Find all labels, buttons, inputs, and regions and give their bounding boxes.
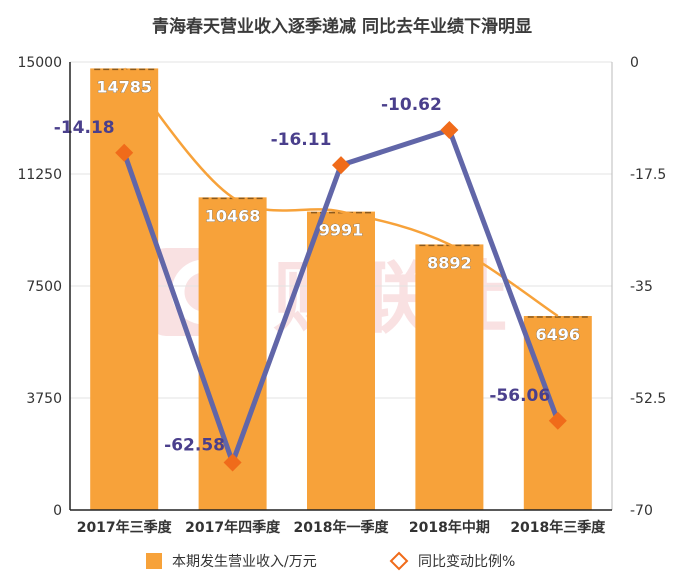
left-tick-label: 0 [53, 503, 62, 519]
ratio-points [115, 120, 567, 472]
ratio-point [548, 411, 567, 430]
category-label: 2018年中期 [409, 519, 490, 536]
category-labels: 2017年三季度 2017年四季度 2018年一季度 2018年中期 2018年三季度 [77, 519, 607, 536]
bar-label: 8892 [427, 253, 472, 272]
ratio-point [332, 156, 350, 175]
bar-label: 9991 [319, 221, 364, 240]
bar-label: 10468 [205, 206, 261, 225]
chart-title: 青海春天营业收入逐季递减 同比去年业绩下滑明显 [152, 16, 532, 37]
ratio-label: -14.18 [54, 118, 115, 138]
category-label: 2017年三季度 [77, 519, 173, 536]
right-axis-ticks: -70 -52.5 -35 -17.5 0 [630, 55, 666, 519]
ratio-label: -56.06 [489, 386, 550, 406]
left-axis-ticks: 0 3750 7500 11250 15000 [17, 55, 62, 519]
right-tick-label: -17.5 [630, 167, 666, 183]
category-label: 2018年三季度 [510, 519, 606, 536]
ratio-point [223, 453, 242, 472]
point-labels: -14.18 -62.58 -16.11 -10.62 -56.06 [54, 95, 550, 456]
left-tick-label: 11250 [17, 167, 62, 183]
ratio-label: -62.58 [164, 436, 225, 456]
bar [307, 211, 375, 511]
bar [90, 68, 159, 511]
legend-bar-label: 本期发生营业收入/万元 [172, 554, 317, 570]
trendline [123, 67, 559, 318]
legend-line-marker [389, 551, 409, 571]
left-tick-label: 7500 [26, 279, 62, 295]
bar [415, 244, 484, 510]
category-label: 2018年一季度 [294, 519, 390, 536]
ratio-point [115, 143, 134, 162]
left-tick-label: 3750 [26, 391, 62, 407]
legend-line-label: 同比变动比例% [418, 554, 515, 570]
bar-labels: 14785 10468 9991 8892 6496 [96, 77, 580, 344]
ratio-point [440, 120, 459, 139]
bar-label: 14785 [96, 77, 152, 96]
right-tick-label: 0 [630, 55, 639, 71]
ratio-label: -16.11 [271, 130, 332, 150]
axes [69, 62, 613, 511]
right-tick-label: -70 [630, 503, 653, 519]
bar-label: 6496 [536, 325, 581, 344]
right-tick-label: -52.5 [630, 391, 666, 407]
legend: 本期发生营业收入/万元 同比变动比例% [146, 551, 515, 571]
left-tick-label: 15000 [17, 55, 62, 71]
revenue-trendline [123, 67, 559, 318]
category-label: 2017年四季度 [185, 519, 281, 536]
legend-bar-swatch [146, 553, 162, 569]
ratio-label: -10.62 [381, 95, 442, 115]
right-tick-label: -35 [630, 279, 653, 295]
